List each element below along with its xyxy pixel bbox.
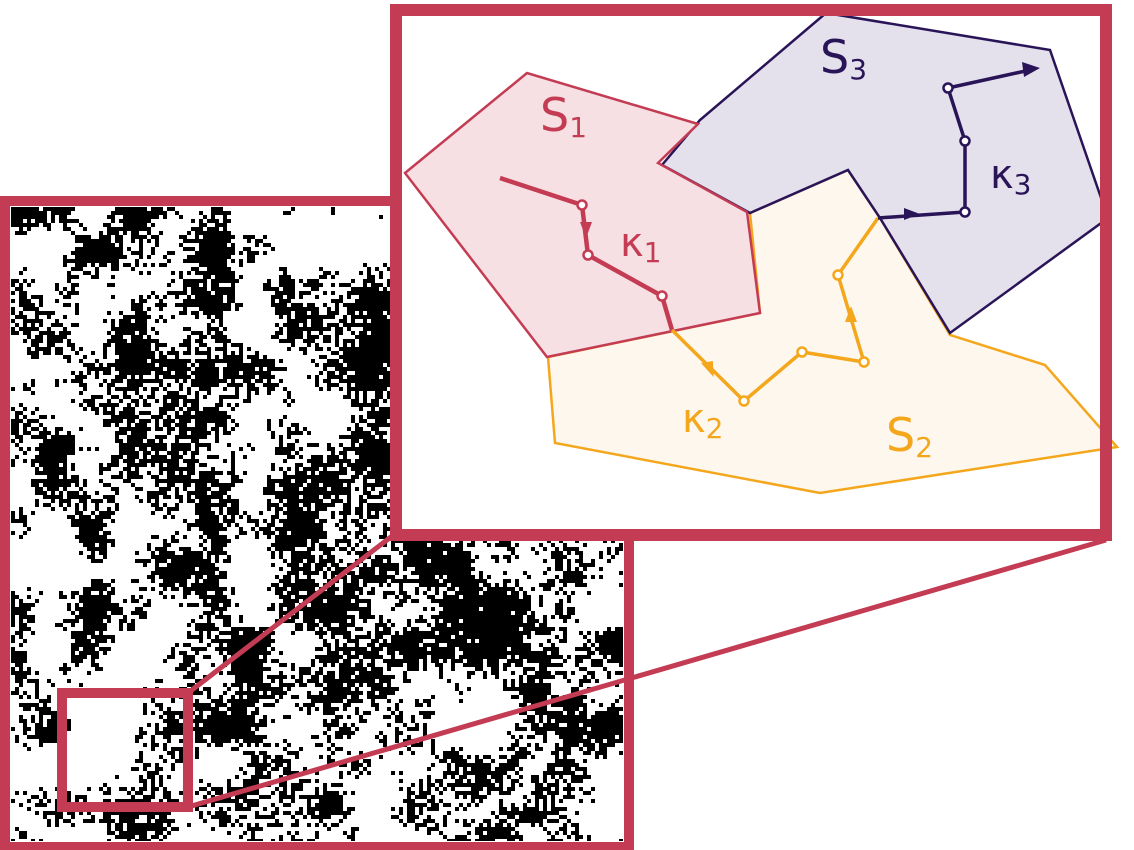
region-s1-label: S1 [540,88,587,144]
kappa-2-node [738,395,750,407]
kappa-2-line [670,216,880,403]
path-kappa-3-label: κ3 [990,152,1031,201]
zoom-connector-bottom [187,537,1107,810]
inset-frame [390,4,1112,541]
lattice-dark-cells [11,207,623,841]
kappa-3-node [959,135,971,147]
region-s2-label: S2 [886,408,933,464]
kappa-3-node [959,206,971,218]
kappa-2-arrowhead [701,361,714,378]
kappa-1-node [582,249,594,261]
path-kappa-2-label: κ2 [682,396,723,445]
kappa-3-node [942,82,954,94]
zoom-connector-top [186,531,398,695]
kappa-1-node [576,199,588,211]
kappa-3-arrowhead [1022,62,1040,77]
region-s3 [660,11,1110,335]
lattice-cells [11,207,623,841]
path-kappa-3 [877,62,1040,220]
path-kappa-2 [670,216,880,407]
kappa-2-node [858,356,870,368]
inset-panel: S1 S3 S2 κ1 κ2 κ3 [390,4,1120,541]
kappa-2-node [796,346,808,358]
path-kappa-1 [499,175,675,331]
kappa-2-arrowhead [845,306,857,322]
kappa-1-node [656,290,668,302]
region-s3-label: S3 [820,30,867,86]
kappa-2-node [832,269,844,281]
kappa-1-arrowhead [580,222,592,238]
path-kappa-1-label: κ1 [620,220,661,269]
kappa-3-arrowhead [904,208,920,220]
zoom-box [57,688,193,812]
